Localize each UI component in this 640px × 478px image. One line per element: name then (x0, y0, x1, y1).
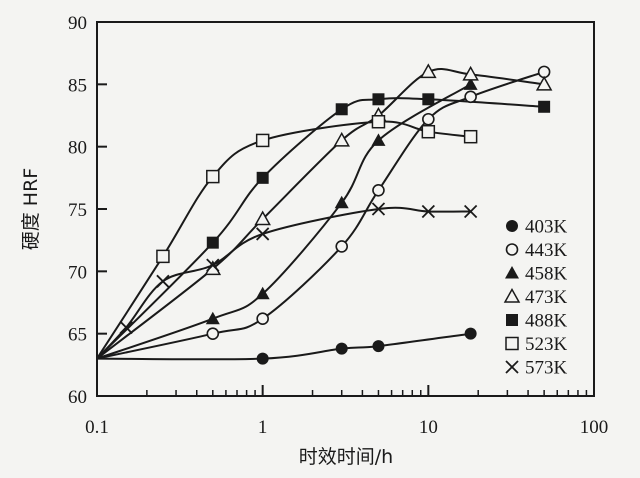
data-point-443k (372, 184, 385, 197)
data-point-573k (371, 202, 386, 216)
legend-marker-403k (506, 220, 518, 232)
data-point-403k (372, 340, 385, 353)
data-point-443k (464, 90, 477, 104)
data-point-573k (156, 274, 170, 288)
series-layer (96, 63, 553, 365)
x-tick-label: 10 (419, 417, 438, 438)
data-point-473k (254, 210, 271, 226)
data-point-573k (256, 227, 270, 241)
data-point-523k (421, 124, 436, 139)
legend-marker-443k (505, 243, 519, 256)
legend-label-443k: 443K (525, 240, 568, 261)
y-tick-label: 80 (68, 138, 87, 159)
data-point-573k (463, 204, 478, 219)
legend-label-458k: 458K (525, 264, 568, 285)
data-point-403k (335, 342, 348, 355)
legend-label-573k: 573K (525, 358, 568, 379)
data-point-458k (334, 195, 349, 209)
data-point-473k (535, 75, 553, 91)
data-point-488k (256, 171, 269, 184)
cross-marker-stroke (156, 274, 170, 288)
y-tick-label: 70 (68, 262, 87, 283)
data-point-458k (463, 77, 478, 90)
data-point-473k (462, 65, 479, 81)
cross-marker-stroke (505, 360, 519, 374)
data-point-403k (256, 352, 269, 365)
legend-marker-523k (505, 336, 519, 351)
data-point-523k (255, 133, 270, 148)
data-point-458k (255, 286, 270, 300)
legend-marker-458k (505, 266, 519, 279)
data-point-443k (335, 240, 349, 253)
data-point-573k (421, 204, 435, 219)
x-axis-title: 时效时间/h (299, 446, 393, 468)
data-point-443k (537, 65, 551, 79)
legend-marker-573k (505, 360, 519, 374)
legend-label-488k: 488K (525, 311, 568, 332)
data-point-488k (538, 100, 551, 113)
data-point-443k (422, 112, 435, 126)
data-point-443k (256, 312, 269, 326)
cross-marker-stroke (371, 202, 386, 216)
data-point-523k (371, 114, 386, 129)
data-point-488k (422, 93, 435, 106)
series-line-573k (96, 206, 471, 360)
cross-marker-stroke (421, 204, 435, 219)
data-point-458k (371, 133, 386, 146)
data-point-573k (119, 320, 133, 335)
x-tick-label: 1 (258, 417, 268, 438)
y-tick-label: 60 (68, 387, 87, 408)
legend-marker-473k (503, 287, 521, 303)
data-point-523k (156, 249, 170, 264)
y-axis: 60 65 70 75 80 85 90 (68, 13, 107, 408)
data-point-403k (464, 327, 477, 340)
cross-marker-stroke (256, 227, 270, 241)
y-tick-label: 85 (68, 75, 87, 96)
data-point-488k (372, 93, 385, 106)
legend-label-403k: 403K (525, 217, 568, 238)
data-point-573k (206, 258, 220, 272)
series-line-458k (96, 83, 472, 360)
cross-marker-stroke (119, 320, 133, 335)
data-point-523k (463, 129, 478, 144)
cross-marker-stroke (206, 258, 220, 272)
data-point-458k (205, 311, 220, 325)
series-line-403k (96, 332, 471, 361)
data-point-523k (206, 169, 220, 184)
x-tick-label: 0.1 (85, 417, 109, 438)
x-tick-label: 100 (580, 417, 609, 438)
legend-marker-488k (506, 314, 518, 326)
data-point-443k (206, 327, 220, 340)
x-axis: 0.1 1 10 100 (85, 385, 608, 438)
data-point-473k (420, 63, 437, 79)
cross-marker-stroke (463, 204, 478, 219)
data-point-473k (333, 131, 350, 147)
y-tick-label: 65 (68, 325, 87, 346)
y-tick-label: 75 (68, 200, 87, 221)
y-tick-label: 90 (68, 13, 87, 34)
data-point-488k (206, 236, 219, 249)
legend-label-523k: 523K (525, 334, 568, 355)
data-point-488k (335, 103, 348, 116)
y-axis-title: 硬度 HRF (20, 168, 42, 250)
legend-label-473k: 473K (525, 287, 568, 308)
